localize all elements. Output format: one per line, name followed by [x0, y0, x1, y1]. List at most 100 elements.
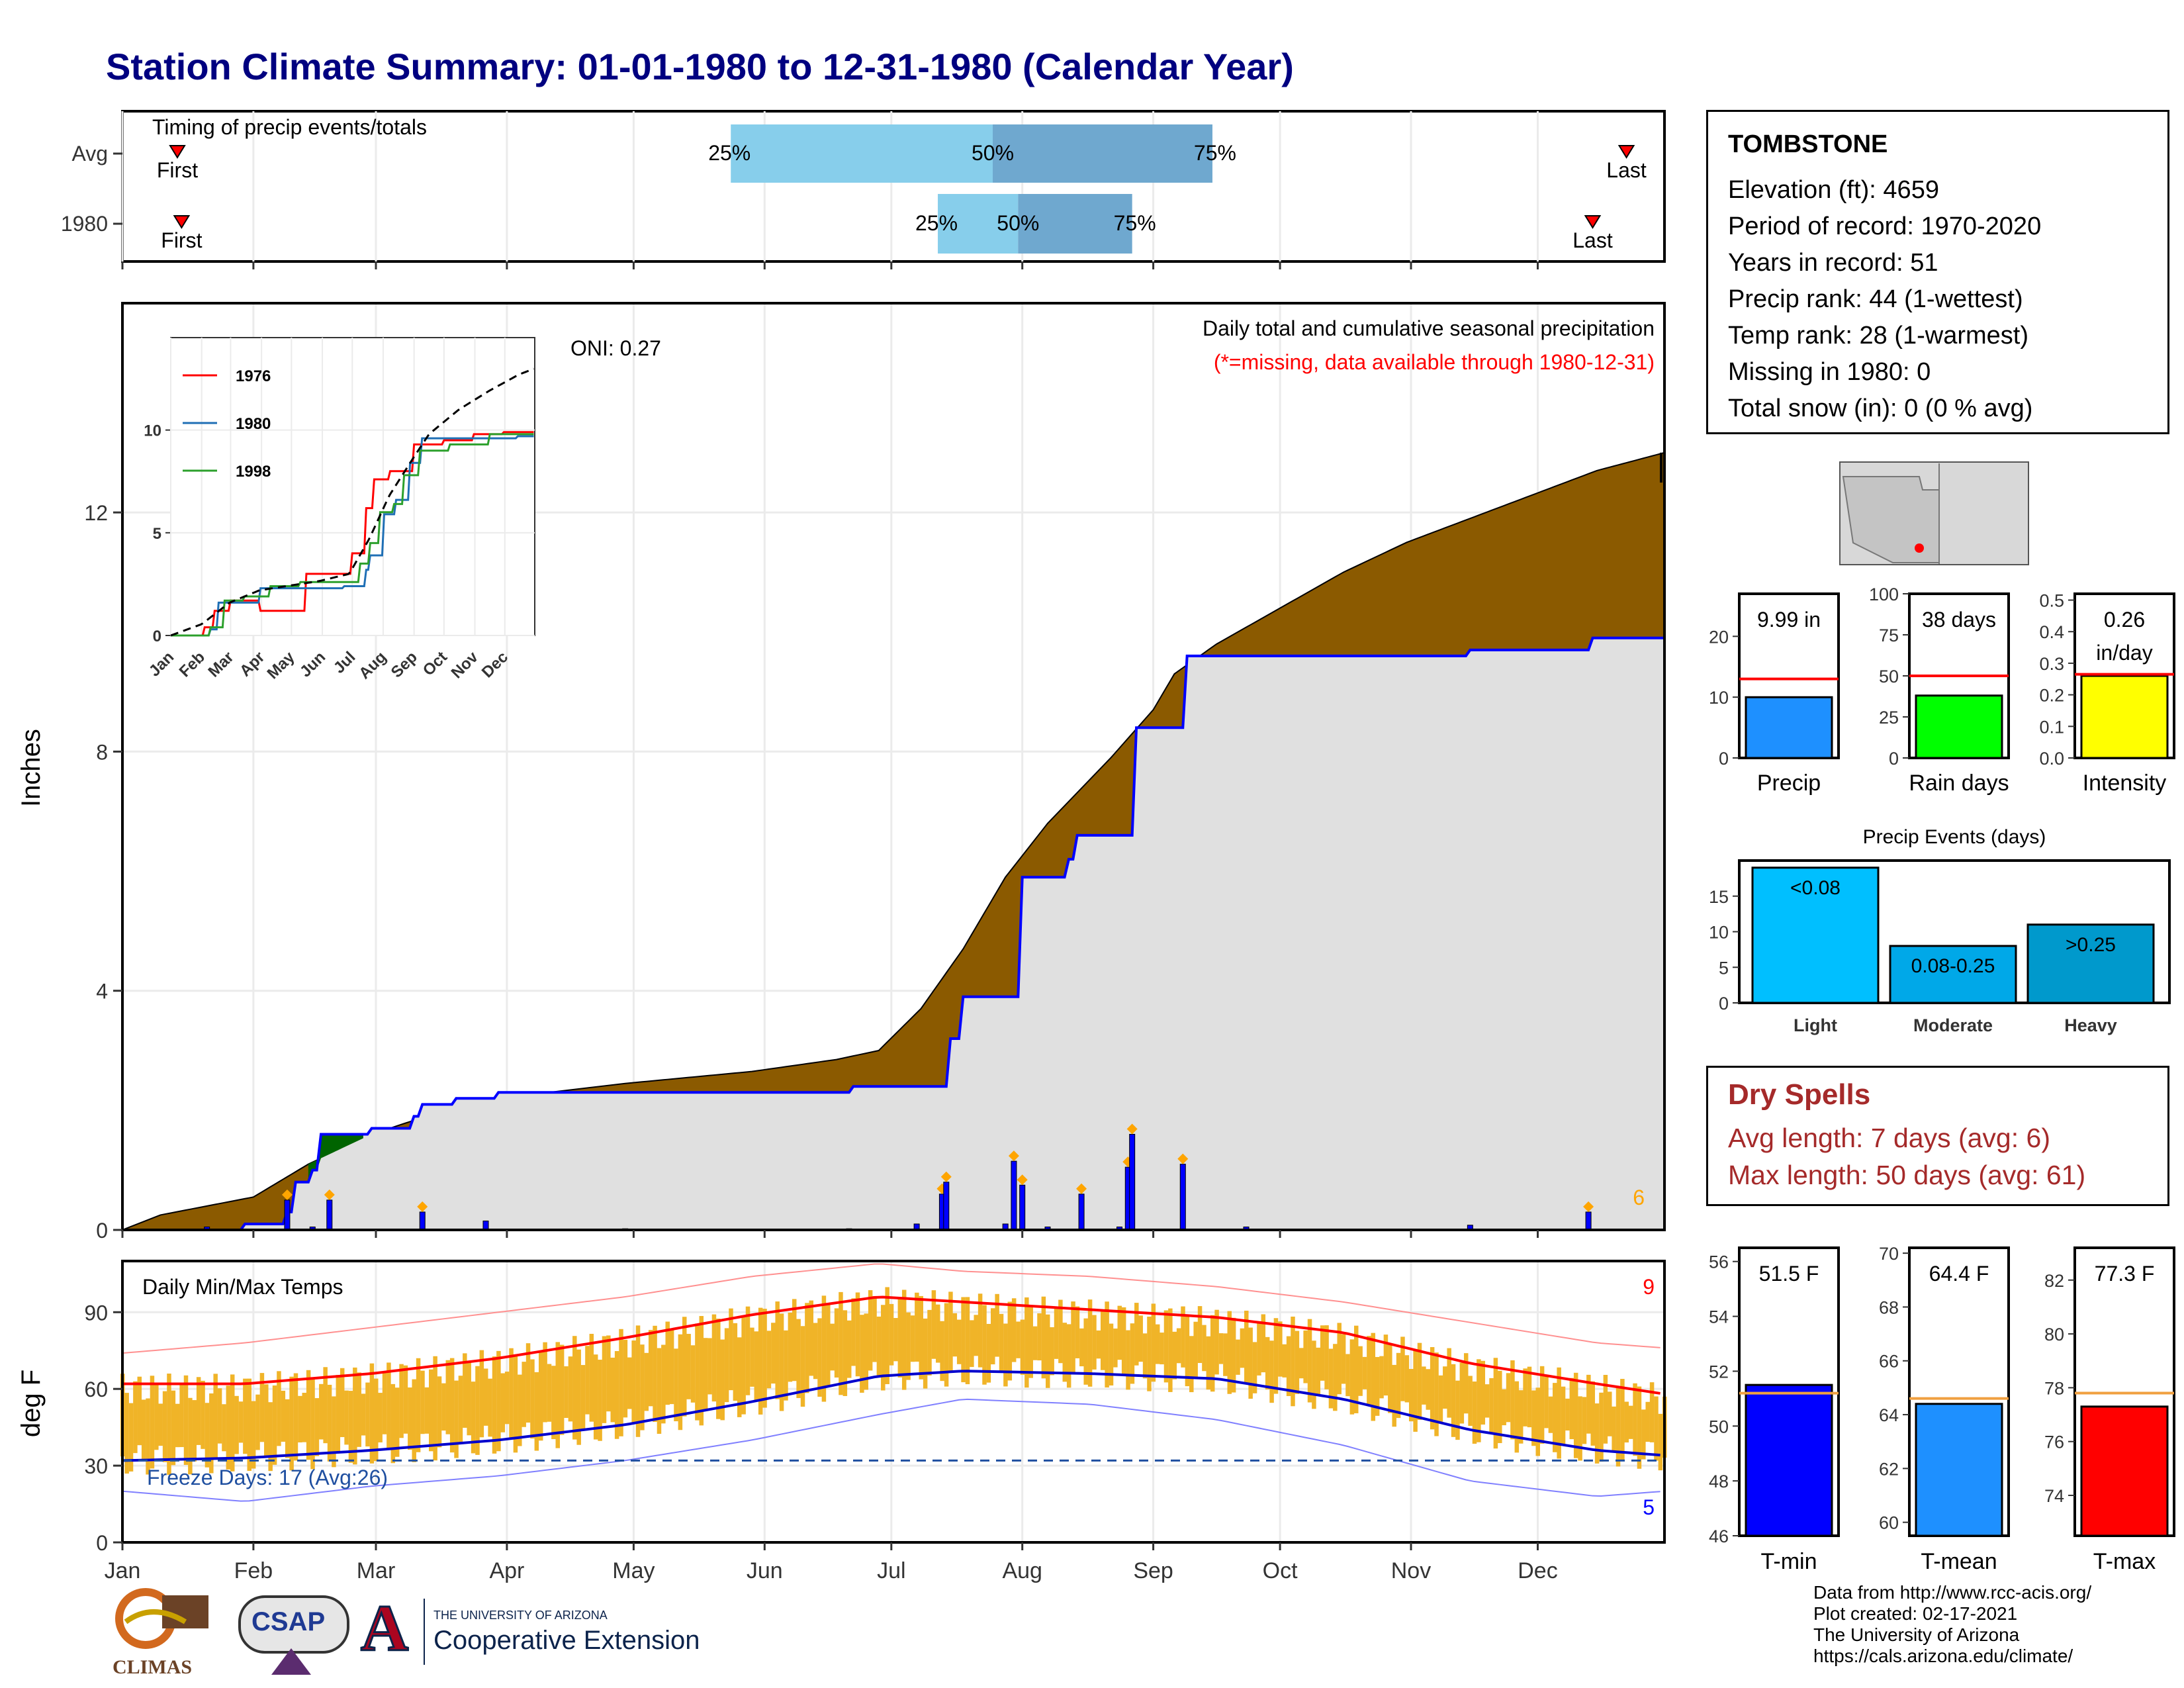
temp-daily-range-bar: [1620, 1379, 1625, 1461]
timing-bar-25-50: [731, 124, 993, 183]
temp-daily-range-bar: [1430, 1347, 1435, 1430]
dry-spells-max: Max length: 50 days (avg: 61): [1728, 1160, 2086, 1190]
station-temp-rank: Temp rank: 28 (1-warmest): [1728, 322, 2029, 350]
temp-daily-range-bar: [572, 1336, 577, 1440]
temp-daily-range-bar: [133, 1381, 138, 1454]
precip-title: Daily total and cumulative seasonal prec…: [1203, 316, 1655, 340]
temp-daily-range-bar: [293, 1373, 298, 1461]
precip-heavy-count: 6: [1633, 1186, 1645, 1209]
temp-daily-range-bar: [956, 1319, 962, 1364]
temp-daily-range-bar: [720, 1339, 725, 1421]
temp-daily-range-bar: [357, 1372, 361, 1447]
temp-daily-range-bar: [982, 1305, 987, 1385]
temp-daily-range-bar: [488, 1378, 492, 1437]
temp-daily-range-bar: [855, 1292, 860, 1377]
precip-total-category-label: Precip: [1757, 771, 1821, 796]
temp-daily-range-bar: [1054, 1306, 1059, 1359]
temp-daily-range-bar: [674, 1348, 678, 1422]
temp-daily-range-bar: [821, 1295, 827, 1402]
events-title: Precip Events (days): [1863, 826, 2046, 848]
temp-daily-range-bar: [1417, 1342, 1422, 1420]
temp-daily-range-bar: [1548, 1396, 1553, 1433]
events-y-tick-label: 15: [1709, 887, 1729, 907]
temp-daily-range-bar: [416, 1358, 421, 1452]
precip-heavy-marker: [1076, 1183, 1087, 1194]
csap-mountain-icon: [271, 1648, 311, 1675]
month-tick-label: Nov: [1391, 1558, 1431, 1583]
precip-total-bar: [1745, 696, 1833, 759]
temp-daily-range-bar: [1163, 1310, 1169, 1383]
events-bar: [1889, 945, 2017, 1004]
temp-record-max-line: [122, 1263, 1661, 1354]
temp-daily-range-bar: [1328, 1348, 1334, 1409]
temp-daily-range-bar: [619, 1329, 623, 1436]
inset-y-tick-label: 5: [153, 525, 161, 543]
dry-spells-title: Dry Spells: [1728, 1078, 1871, 1111]
temp-daily-range-bar: [1400, 1336, 1405, 1401]
freeze-days-label: Freeze Days: 17 (Avg:26): [147, 1466, 388, 1489]
temp-daily-range-bar: [999, 1313, 1004, 1372]
temp-daily-range-bar: [1523, 1368, 1527, 1427]
t-min-y-tick-label: 52: [1709, 1362, 1729, 1382]
temp-daily-range-bar: [1312, 1340, 1316, 1409]
temp-daily-range-bar: [750, 1327, 754, 1387]
t-max-y-tick-label: 82: [2044, 1271, 2064, 1291]
rain-days-y-tick-label: 50: [1879, 667, 1899, 686]
temp-daily-range-bar: [872, 1295, 877, 1362]
temp-daily-range-bar: [475, 1366, 480, 1455]
temp-daily-range-bar: [627, 1357, 632, 1409]
temp-daily-range-bar: [724, 1328, 729, 1403]
ua-a-icon: A: [360, 1591, 410, 1665]
temp-daily-range-bar: [665, 1321, 670, 1405]
temp-daily-range-bar: [323, 1367, 328, 1444]
temp-daily-range-bar: [1126, 1330, 1130, 1390]
temp-daily-range-bar: [137, 1376, 142, 1446]
temp-daily-range-bar: [1578, 1396, 1582, 1461]
timing-p75-label: 75%: [1194, 141, 1236, 165]
temp-daily-range-bar: [1286, 1336, 1291, 1397]
record-low-count: 5: [1643, 1495, 1655, 1519]
temp-daily-range-bar: [796, 1319, 801, 1399]
timing-title: Timing of precip events/totals: [152, 115, 427, 139]
temp-daily-range-bar: [648, 1330, 653, 1407]
temp-daily-range-bar: [881, 1305, 886, 1391]
intensity-y-tick-label: 0.0: [2039, 749, 2064, 769]
temp-daily-range-bar: [631, 1340, 636, 1423]
temp-daily-range-bar: [534, 1372, 539, 1451]
temp-daily-range-bar: [1303, 1330, 1308, 1383]
temp-daily-range-bar: [839, 1291, 843, 1395]
temp-daily-range-bar: [1608, 1391, 1612, 1436]
temp-daily-range-bar: [1252, 1342, 1257, 1393]
temp-daily-range-bar: [483, 1368, 488, 1426]
temp-daily-range-bar: [492, 1356, 497, 1454]
temp-daily-range-bar: [864, 1313, 869, 1390]
ua-logo: A: [360, 1591, 414, 1665]
temp-y-tick-label: 0: [96, 1531, 108, 1555]
temp-daily-range-bar: [1295, 1331, 1300, 1394]
rain-days-value-label: 38 days: [1922, 608, 1996, 632]
temp-daily-range-bar: [1206, 1336, 1211, 1390]
temp-daily-range-bar: [703, 1338, 708, 1409]
temp-daily-range-bar: [555, 1342, 561, 1448]
temp-daily-range-bar: [1367, 1336, 1371, 1405]
temp-daily-range-bar: [1066, 1324, 1071, 1388]
temp-daily-range-bar: [441, 1383, 446, 1431]
csap-cloud-icon: [238, 1595, 349, 1654]
temp-daily-range-bar: [860, 1315, 864, 1393]
temp-daily-range-bar: [319, 1383, 324, 1440]
temp-daily-range-bar: [374, 1378, 379, 1462]
temp-daily-range-bar: [399, 1364, 404, 1438]
temp-daily-range-bar: [264, 1384, 269, 1456]
ua-big-text: Cooperative Extension: [433, 1626, 700, 1655]
t-min-category-label: T-min: [1761, 1549, 1817, 1574]
month-tick-label: May: [612, 1558, 655, 1583]
temp-daily-range-bar: [285, 1399, 290, 1458]
temp-daily-range-bar: [1633, 1383, 1637, 1456]
temp-daily-range-bar: [454, 1380, 459, 1458]
precip-daily-bar: [1129, 1133, 1136, 1231]
temp-daily-range-bar: [272, 1385, 277, 1465]
temp-daily-range-bar: [889, 1303, 894, 1366]
t-mean-y-tick-label: 60: [1879, 1513, 1899, 1533]
temp-daily-range-bar: [1506, 1373, 1511, 1423]
temp-daily-range-bar: [1197, 1306, 1203, 1364]
